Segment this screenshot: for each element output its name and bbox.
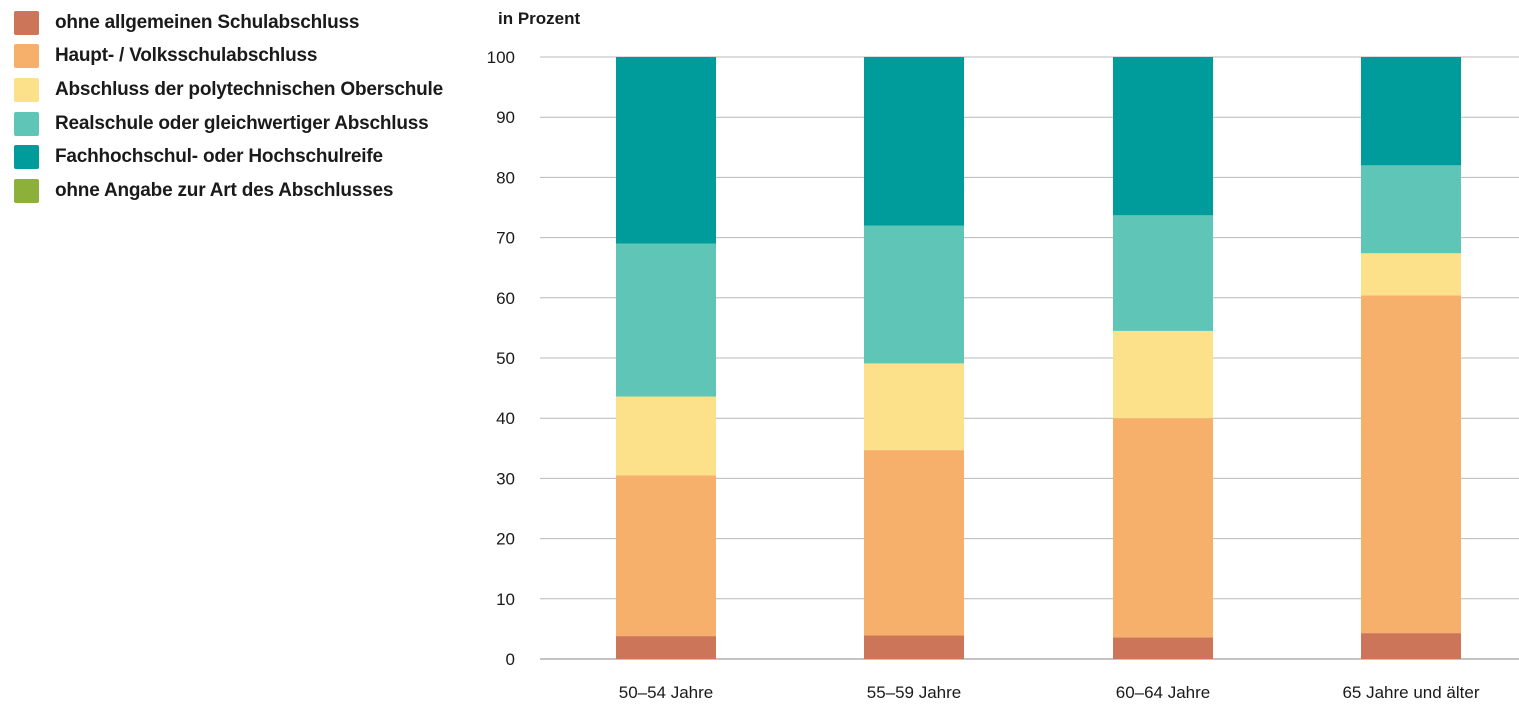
legend-label: Realschule oder gleichwertiger Abschluss bbox=[55, 112, 429, 134]
bar-segment bbox=[1361, 295, 1461, 634]
y-tick-label: 40 bbox=[496, 409, 515, 428]
bars bbox=[616, 57, 1461, 659]
x-axis-ticks: 50–54 Jahre 55–59 Jahre 60–64 Jahre 65 Jahr… bbox=[619, 683, 1480, 702]
bar-segment bbox=[1361, 253, 1461, 296]
legend-swatch bbox=[14, 111, 39, 136]
legend-item-polytechnische-oberschule: Abschluss der polytechnischen Oberschule bbox=[14, 73, 443, 107]
legend: ohne allgemeinen Schulabschluss Haupt- /… bbox=[14, 6, 443, 208]
legend-item-hochschulreife: Fachhochschul- oder Hochschulreife bbox=[14, 140, 443, 174]
bar-segment bbox=[616, 57, 716, 244]
legend-swatch bbox=[14, 10, 39, 35]
legend-item-realschule: Realschule oder gleichwertiger Abschluss bbox=[14, 107, 443, 141]
y-tick-label: 60 bbox=[496, 289, 515, 308]
legend-label: Fachhochschul- oder Hochschulreife bbox=[55, 146, 383, 168]
legend-item-ohne-angabe: ohne Angabe zur Art des Abschlusses bbox=[14, 174, 443, 208]
bar-segment bbox=[864, 363, 964, 451]
x-tick-label: 50–54 Jahre bbox=[619, 683, 714, 702]
legend-swatch bbox=[14, 178, 39, 203]
x-tick-label: 60–64 Jahre bbox=[1116, 683, 1211, 702]
x-tick-label: 65 Jahre und älter bbox=[1342, 683, 1479, 702]
bar-segment bbox=[1113, 637, 1213, 659]
y-tick-label: 0 bbox=[506, 650, 515, 669]
bar-segment bbox=[1361, 633, 1461, 659]
bar-segment bbox=[1113, 57, 1213, 216]
legend-swatch bbox=[14, 145, 39, 170]
legend-label: Haupt- / Volksschulabschluss bbox=[55, 45, 318, 67]
y-tick-label: 70 bbox=[496, 229, 515, 248]
legend-item-ohne-schulabschluss: ohne allgemeinen Schulabschluss bbox=[14, 6, 443, 40]
bar-segment bbox=[864, 57, 964, 226]
bar-segment bbox=[864, 635, 964, 659]
y-tick-label: 100 bbox=[487, 48, 515, 67]
bar-segment bbox=[616, 396, 716, 476]
y-tick-label: 10 bbox=[496, 590, 515, 609]
y-tick-label: 20 bbox=[496, 530, 515, 549]
legend-swatch bbox=[14, 44, 39, 69]
y-tick-label: 30 bbox=[496, 469, 515, 488]
x-tick-label: 55–59 Jahre bbox=[867, 683, 962, 702]
bar-segment bbox=[616, 243, 716, 397]
y-tick-label: 90 bbox=[496, 108, 515, 127]
legend-label: Abschluss der polytechnischen Oberschule bbox=[55, 78, 443, 100]
bar-segment bbox=[864, 450, 964, 636]
legend-label: ohne Angabe zur Art des Abschlusses bbox=[55, 179, 394, 201]
legend-swatch bbox=[14, 77, 39, 102]
bar-segment bbox=[616, 475, 716, 637]
bar-segment bbox=[864, 225, 964, 364]
y-tick-label: 80 bbox=[496, 168, 515, 187]
y-tick-label: 50 bbox=[496, 349, 515, 368]
legend-item-hauptschulabschluss: Haupt- / Volksschulabschluss bbox=[14, 40, 443, 74]
bar-segment bbox=[1113, 330, 1213, 419]
bar-segment bbox=[1361, 165, 1461, 254]
bar-segment bbox=[1113, 215, 1213, 331]
bar-segment bbox=[1361, 57, 1461, 166]
y-axis-ticks: 0 10 20 30 40 50 60 70 80 90 100 bbox=[487, 48, 515, 669]
legend-label: ohne allgemeinen Schulabschluss bbox=[55, 11, 360, 33]
y-axis-label: in Prozent bbox=[498, 9, 581, 28]
bar-segment bbox=[616, 636, 716, 659]
bar-segment bbox=[1113, 418, 1213, 638]
